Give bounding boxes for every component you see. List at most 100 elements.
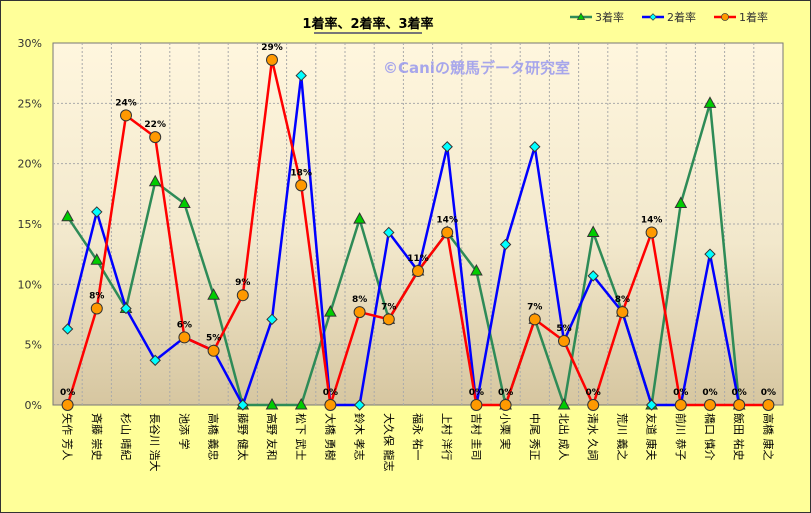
x-category-label: 大橋 勇樹 (323, 413, 337, 461)
data-label: 0% (673, 388, 688, 398)
circle-marker (61, 399, 74, 411)
diamond-marker (383, 226, 395, 239)
triangle-marker (576, 12, 586, 20)
circle-marker (616, 306, 629, 319)
data-label: 8% (352, 295, 367, 305)
triangle-marker (557, 397, 571, 410)
legend-label: 1着率 (739, 10, 768, 24)
data-label: 8% (89, 291, 104, 301)
data-label: 11% (407, 254, 429, 264)
circle-marker (470, 399, 483, 411)
circle-marker (762, 399, 775, 411)
x-category-label: 飯田 祐史 (732, 413, 746, 461)
x-category-label: 矢作 芳人 (61, 413, 75, 461)
circle-marker (382, 313, 395, 326)
triangle-marker (324, 305, 337, 317)
diamond-marker (295, 69, 307, 82)
data-label: 22% (144, 120, 166, 130)
data-label: 6% (177, 320, 192, 330)
triangle-marker (90, 253, 104, 265)
triangle-marker (353, 212, 366, 224)
circle-marker (412, 265, 424, 278)
circle-marker (674, 399, 687, 411)
x-category-label: 上村 洋行 (440, 413, 454, 461)
data-label: 0% (469, 388, 484, 398)
circle-marker (558, 335, 570, 348)
x-category-label: 小栗 実 (499, 413, 513, 450)
data-label: 0% (732, 388, 747, 398)
series-group: 0% 8% 24% 22% 6% 5% 9% 29% 18% 0% 8% 7% 11% 14% 0% 0% 7%… (60, 43, 776, 411)
diamond-marker (587, 270, 599, 282)
legend-label: 2着率 (667, 10, 696, 24)
data-label: 9% (235, 278, 250, 288)
legend-label: 3着率 (595, 10, 624, 24)
x-category-label: 荒川 義之 (615, 413, 629, 461)
watermark: ©Caniの競馬データ研究室 (383, 59, 570, 77)
circle-marker (441, 226, 454, 239)
x-category-label: 清水 久詞 (586, 413, 599, 461)
data-label: 5% (206, 334, 221, 344)
series-circle: 0% 8% 24% 22% 6% 5% 9% 29% 18% 0% 8% 7% 11% 14% 0% 0% 7%… (60, 43, 776, 411)
data-label: 0% (702, 388, 717, 398)
diamond-marker (441, 141, 453, 153)
circle-marker (178, 331, 191, 344)
circle-marker (90, 302, 103, 315)
data-label: 0% (60, 388, 75, 398)
y-tick-label: 5% (25, 339, 42, 352)
series-diamond (61, 69, 745, 411)
circle-marker (295, 179, 308, 192)
y-tick-label: 15% (18, 218, 42, 231)
x-category-label: 杉山 晴紀 (119, 413, 133, 461)
circle-marker (120, 109, 132, 122)
triangle-marker (470, 264, 483, 276)
triangle-marker (265, 397, 279, 410)
y-axis: 0% 5% 10% 15% 20% 25% 30% (18, 37, 42, 412)
x-category-label: 鈴木 孝志 (353, 413, 367, 461)
diamond-marker (704, 248, 716, 260)
x-category-label: 中尾 秀正 (528, 413, 541, 461)
diamond-marker (529, 141, 541, 153)
x-category-label: 長谷川 浩大 (148, 413, 162, 472)
x-category-label: 大久保 龍志 (382, 413, 396, 472)
data-label: 0% (498, 388, 513, 398)
circle-marker (721, 13, 729, 21)
circle-marker (587, 399, 600, 411)
circle-marker (207, 344, 220, 357)
x-category-label: 高橋 義忠 (207, 413, 221, 461)
data-label: 7% (381, 302, 396, 312)
triangle-marker (148, 174, 162, 187)
diamond-marker (353, 399, 366, 411)
legend: 3着率 2着率 1着率 (570, 10, 768, 24)
diamond-marker (91, 206, 103, 218)
series-line (66, 74, 741, 407)
x-category-label: 北出 成人 (557, 413, 571, 461)
diamond-marker (120, 302, 132, 315)
triangle-marker (703, 96, 717, 108)
x-category-label: 吉村 圭司 (469, 413, 483, 461)
data-label: 18% (290, 168, 312, 178)
diamond-marker (649, 13, 657, 21)
x-category-label: 福永 祐一 (411, 413, 425, 461)
data-label: 7% (527, 302, 542, 312)
diamond-marker (645, 399, 658, 411)
y-tick-label: 20% (18, 158, 42, 171)
x-category-label: 橋口 慎介 (703, 413, 717, 461)
diamond-marker (61, 323, 74, 335)
data-label: 8% (615, 295, 630, 305)
circle-marker (645, 226, 658, 239)
data-label: 0% (323, 388, 338, 398)
y-tick-label: 10% (18, 278, 42, 291)
y-tick-label: 30% (18, 37, 42, 50)
circle-marker (704, 399, 716, 411)
triangle-marker (61, 209, 74, 222)
x-category-label: 池添 学 (177, 413, 191, 450)
triangle-marker (178, 196, 191, 208)
triangle-marker (586, 225, 600, 237)
circle-marker (236, 289, 249, 302)
x-category-label: 斉藤 崇史 (90, 413, 104, 461)
diamond-marker (266, 313, 278, 326)
data-label: 5% (556, 324, 571, 334)
x-category-label: 友道 康夫 (645, 413, 659, 461)
diamond-marker (149, 354, 161, 367)
